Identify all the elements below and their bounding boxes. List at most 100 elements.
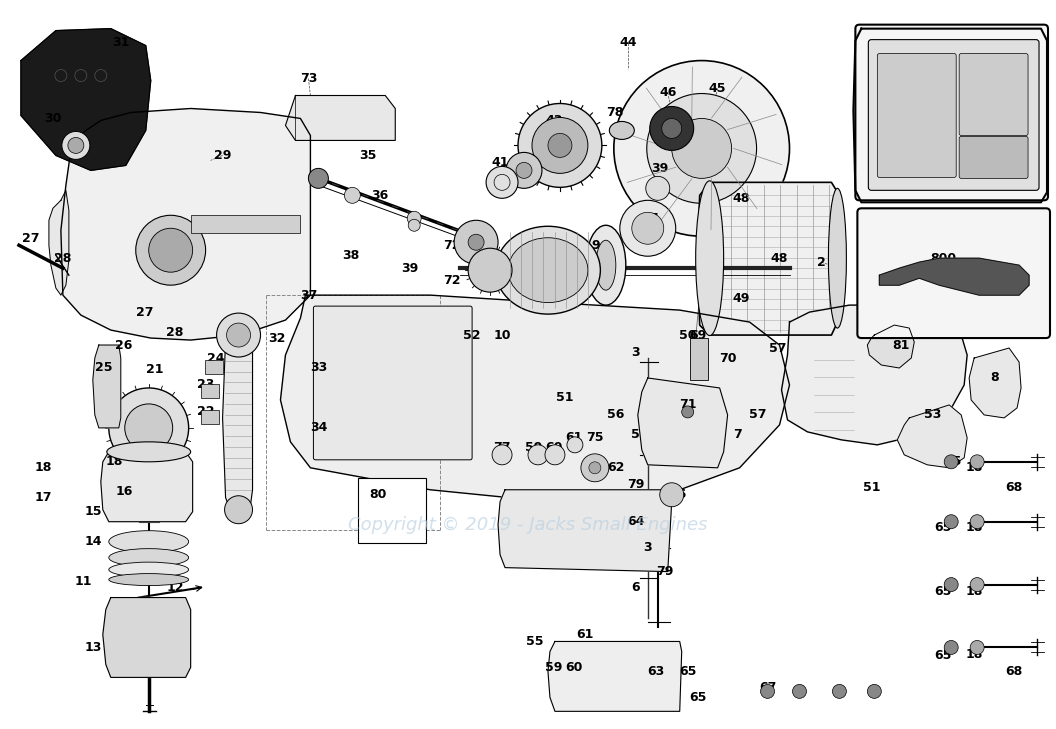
Text: 59: 59: [525, 441, 543, 454]
Polygon shape: [898, 405, 967, 468]
Text: 7: 7: [733, 429, 742, 441]
Bar: [205, 360, 223, 374]
Text: 23: 23: [196, 378, 214, 391]
Text: 38: 38: [342, 249, 359, 262]
Text: 45: 45: [709, 82, 727, 95]
Circle shape: [492, 445, 512, 465]
Text: 61: 61: [565, 432, 583, 445]
Text: 55: 55: [526, 635, 544, 648]
Text: 72: 72: [444, 238, 460, 252]
Text: 81: 81: [892, 338, 910, 351]
Text: 74: 74: [484, 256, 501, 269]
Text: 3: 3: [643, 541, 653, 554]
Circle shape: [649, 106, 694, 150]
Polygon shape: [853, 28, 1046, 203]
Circle shape: [832, 685, 847, 698]
Text: 65: 65: [679, 665, 696, 678]
Text: 27: 27: [136, 305, 153, 319]
Circle shape: [468, 234, 484, 250]
Circle shape: [518, 104, 602, 187]
Polygon shape: [969, 348, 1021, 418]
Polygon shape: [223, 330, 252, 510]
Circle shape: [760, 685, 774, 698]
Text: 800: 800: [930, 252, 957, 265]
Text: 26: 26: [115, 338, 132, 351]
Text: 39: 39: [652, 162, 668, 175]
FancyBboxPatch shape: [959, 54, 1029, 136]
Text: 65: 65: [935, 521, 951, 534]
Text: 59: 59: [545, 661, 563, 674]
Text: 51: 51: [557, 391, 573, 405]
Text: 53: 53: [924, 408, 941, 421]
Text: 71: 71: [679, 399, 697, 411]
Text: 42: 42: [515, 156, 533, 169]
Bar: [358, 477, 427, 542]
Text: 80: 80: [370, 488, 386, 502]
Text: 3: 3: [631, 346, 640, 359]
Ellipse shape: [107, 442, 191, 461]
Circle shape: [548, 133, 572, 157]
Circle shape: [68, 138, 83, 153]
Polygon shape: [548, 642, 682, 712]
Text: 31: 31: [112, 36, 130, 49]
Text: 11: 11: [74, 575, 92, 588]
Circle shape: [506, 152, 542, 188]
Text: 8: 8: [989, 372, 998, 384]
Text: 48: 48: [733, 192, 750, 205]
Text: 25: 25: [95, 362, 113, 375]
Text: 60: 60: [565, 661, 583, 674]
Text: 65: 65: [935, 649, 951, 662]
Text: 32: 32: [268, 332, 285, 345]
Circle shape: [970, 515, 984, 529]
Circle shape: [944, 641, 958, 655]
Text: 57: 57: [769, 341, 787, 354]
Text: 73: 73: [300, 72, 317, 85]
Text: 65: 65: [689, 691, 706, 704]
Circle shape: [944, 515, 958, 529]
Circle shape: [970, 577, 984, 591]
Ellipse shape: [828, 188, 847, 328]
Text: 5: 5: [631, 429, 640, 441]
Text: 48: 48: [771, 252, 788, 265]
Text: 68: 68: [1005, 481, 1022, 494]
Circle shape: [589, 461, 601, 474]
Polygon shape: [61, 109, 310, 340]
Text: 56: 56: [607, 408, 624, 421]
Circle shape: [545, 445, 565, 465]
Circle shape: [216, 313, 261, 357]
Bar: [201, 410, 219, 424]
Text: 50: 50: [679, 329, 697, 342]
Circle shape: [970, 641, 984, 655]
Circle shape: [62, 131, 90, 160]
Polygon shape: [498, 490, 672, 572]
Text: 36: 36: [372, 189, 389, 202]
Polygon shape: [285, 95, 395, 141]
Circle shape: [660, 483, 683, 507]
Text: 15: 15: [84, 505, 101, 518]
Circle shape: [125, 404, 173, 452]
Circle shape: [631, 212, 664, 244]
Circle shape: [581, 454, 609, 482]
Ellipse shape: [609, 122, 635, 139]
Text: 65: 65: [935, 585, 951, 598]
Text: 65: 65: [944, 456, 962, 468]
Text: 37: 37: [300, 289, 317, 302]
Text: 60: 60: [545, 441, 563, 454]
Bar: [690, 338, 708, 380]
Polygon shape: [100, 452, 192, 522]
Circle shape: [646, 176, 670, 200]
Circle shape: [672, 119, 732, 179]
Circle shape: [620, 200, 676, 256]
Circle shape: [109, 388, 189, 468]
Text: 10: 10: [493, 329, 511, 342]
Text: 861: 861: [888, 52, 914, 65]
Bar: [191, 215, 301, 233]
Text: 79: 79: [627, 478, 644, 491]
Text: 79: 79: [656, 565, 674, 578]
Circle shape: [792, 685, 807, 698]
Circle shape: [944, 577, 958, 591]
Text: 1: 1: [530, 256, 539, 269]
Text: 30: 30: [44, 112, 61, 125]
Polygon shape: [880, 258, 1029, 295]
Polygon shape: [49, 190, 69, 295]
